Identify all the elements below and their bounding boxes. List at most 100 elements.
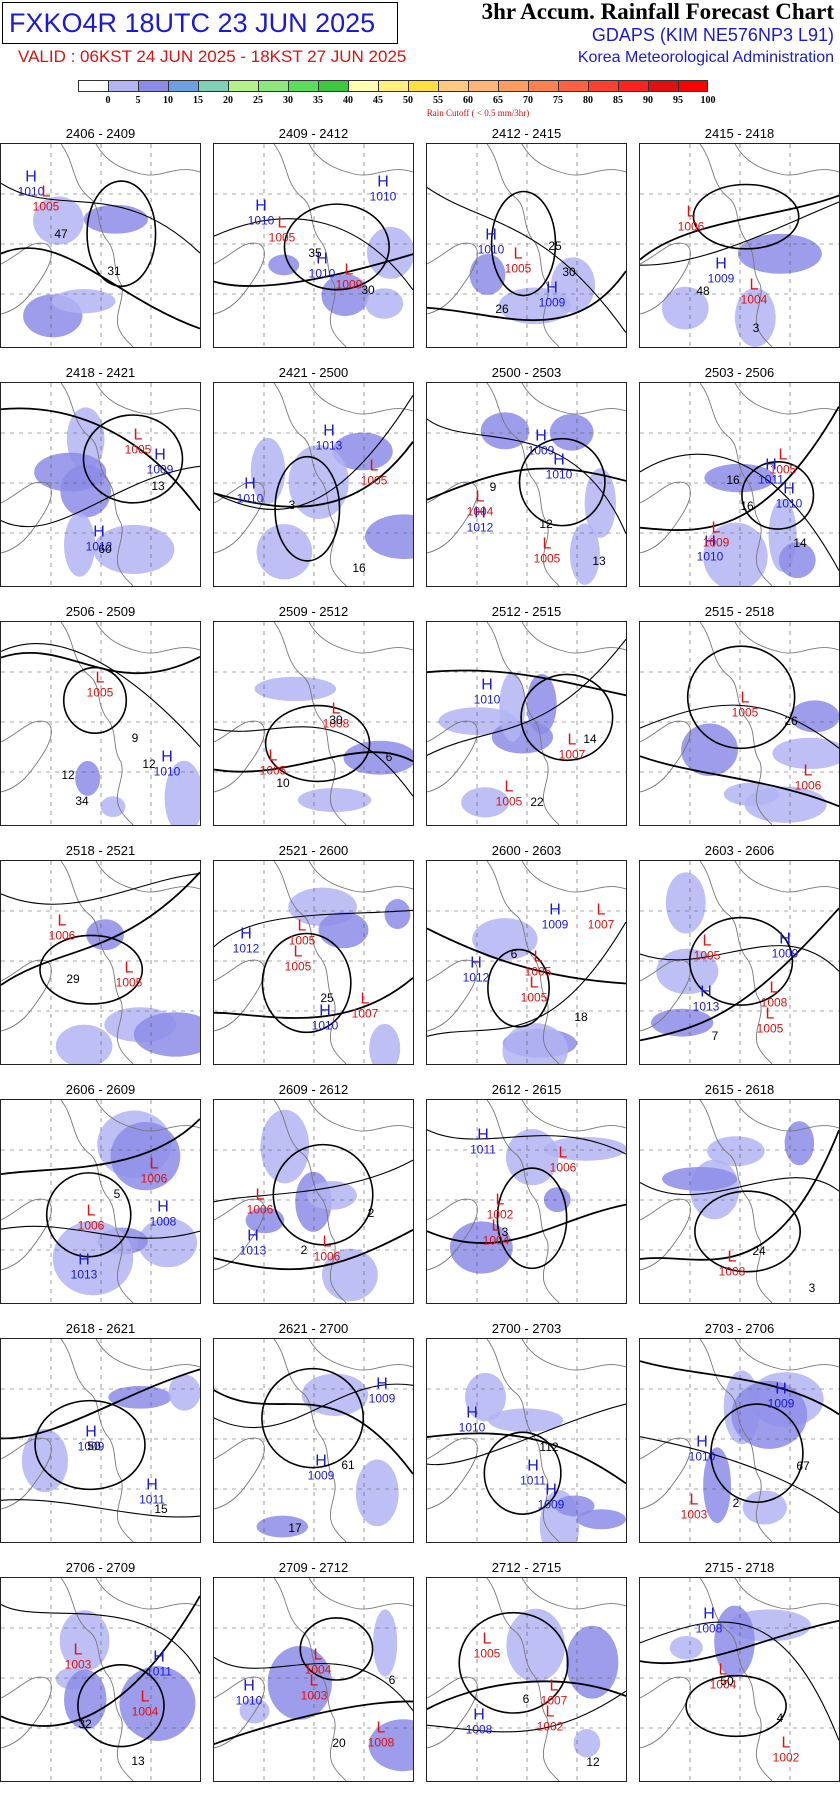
map-drawing	[1, 383, 200, 586]
high-pressure-value: 1009	[771, 946, 799, 961]
high-pressure-value: 1010	[153, 764, 181, 779]
map-drawing	[427, 622, 626, 825]
low-pressure-label: L 1004	[741, 277, 768, 307]
legend-label: 5	[135, 95, 141, 106]
high-pressure-value: 1012	[232, 941, 260, 956]
map-drawing	[640, 383, 839, 586]
low-symbol: L	[533, 948, 543, 966]
map-drawing	[427, 1578, 626, 1781]
max-rainfall-value: 3	[501, 1225, 509, 1239]
coastline	[214, 622, 413, 825]
max-rainfall-value: 24	[752, 1244, 766, 1258]
rain-area	[55, 1024, 113, 1064]
low-pressure-label: L 1005	[474, 1631, 501, 1661]
forecast-panel: 2603 - 2606 H 1009 H 1013 L 1005 L 1005 L 1008 7	[639, 843, 840, 1065]
rain-area	[318, 911, 369, 949]
isobar	[427, 1129, 626, 1155]
low-pressure-value: 1005	[520, 990, 548, 1005]
high-pressure-label: H 1010	[237, 476, 264, 506]
coastline	[1, 861, 200, 1064]
legend-label: 75	[553, 95, 563, 106]
high-pressure-label: H 1012	[466, 505, 494, 535]
high-symbol: H	[779, 930, 791, 948]
low-pressure-label: L 1006	[795, 763, 822, 793]
rain-area	[465, 1372, 506, 1422]
rain-area	[75, 760, 101, 796]
high-pressure-value: 1012	[466, 520, 494, 535]
high-pressure-label: H 1012	[86, 524, 113, 554]
rain-area	[498, 287, 571, 325]
isobar	[427, 1680, 626, 1710]
isobar	[640, 704, 839, 749]
rain-area	[549, 414, 594, 451]
forecast-panel: 2709 - 2712 H 1010 L 1003 L 1008 L 1004 20 6	[213, 1560, 414, 1782]
high-pressure-value: 1010	[369, 189, 397, 204]
map-drawing	[640, 1339, 839, 1542]
high-pressure-label: H 1009	[528, 428, 555, 458]
isobar	[214, 751, 413, 773]
high-pressure-label: H 1010	[369, 174, 397, 204]
low-pressure-label: L 1005	[757, 1006, 784, 1036]
forecast-map: H 1009 H 1011 15 50	[0, 1338, 201, 1543]
panel-time-range: 2412 - 2415	[491, 126, 562, 141]
rain-area	[665, 872, 706, 934]
isobar-closed	[518, 437, 606, 527]
high-symbol: H	[485, 226, 497, 244]
coastline	[427, 622, 626, 825]
high-pressure-value: 1010	[308, 266, 336, 281]
map-drawing	[214, 144, 413, 347]
low-pressure-label: L 1005	[116, 960, 143, 990]
max-rainfall-value: 12	[586, 1755, 600, 1769]
rain-area	[369, 1023, 401, 1064]
low-pressure-label: L 1002	[487, 1191, 514, 1222]
rain-area	[681, 723, 738, 776]
high-symbol: H	[715, 255, 727, 273]
map-drawing	[1, 144, 200, 347]
panel-time-range: 2500 - 2503	[491, 365, 562, 380]
low-pressure-label: L 1004	[132, 1689, 159, 1719]
low-pressure-value: 1004	[709, 1677, 737, 1692]
isobar	[214, 1383, 413, 1429]
high-pressure-value: 1009	[77, 1439, 105, 1454]
high-symbol: H	[146, 1476, 158, 1494]
high-symbol: H	[315, 1452, 327, 1470]
low-symbol: L	[369, 457, 379, 475]
isobar	[1, 1225, 200, 1239]
low-symbol: L	[41, 183, 51, 201]
low-pressure-label: L 1008	[323, 701, 350, 731]
panel-time-range: 2518 - 2521	[65, 843, 136, 858]
high-symbol: H	[696, 1433, 708, 1451]
low-symbol: L	[495, 1191, 505, 1209]
isobar	[640, 1436, 839, 1514]
max-rainfall-value: 25	[548, 239, 562, 253]
map-drawing	[427, 1339, 626, 1542]
max-rainfall-value: 3	[288, 498, 296, 512]
forecast-map: H 1008 L 1002 L 1005 L 1007 12 6	[426, 1577, 627, 1782]
legend-swatch	[288, 80, 318, 92]
forecast-map: H 1010 H 1012 H 1009 L 1004 L 1005 9 12 13	[426, 382, 627, 587]
high-symbol: H	[553, 451, 565, 469]
panel-time-range: 2618 - 2621	[65, 1321, 136, 1336]
low-pressure-label: L 1005	[125, 426, 152, 457]
high-symbol: H	[78, 1251, 90, 1269]
rain-area	[108, 1385, 172, 1409]
low-symbol: L	[313, 1646, 323, 1664]
isobar-closed	[487, 948, 550, 1028]
high-pressure-value: 1009	[767, 1396, 795, 1411]
model-name: GDAPS (KIM NE576NP3 L91)	[591, 25, 834, 45]
low-symbol: L	[718, 1661, 728, 1679]
forecast-map: H 1008 L 1002 L 1004 50 4	[639, 1577, 840, 1782]
max-rainfall-value: 2	[367, 1206, 375, 1220]
legend-label: 50	[403, 95, 413, 106]
high-symbol: H	[323, 422, 335, 440]
high-pressure-label: H 1013	[316, 422, 343, 453]
max-rainfall-value: 13	[151, 479, 165, 493]
rain-area	[723, 782, 779, 806]
forecast-map: H 1009 H 1012 L 1005 L 1007 L 1005 18 6	[426, 860, 627, 1065]
high-pressure-value: 1010	[473, 692, 501, 707]
low-symbol: L	[133, 426, 143, 444]
coastline	[640, 383, 839, 586]
isobar	[214, 1700, 413, 1746]
high-symbol: H	[153, 1648, 165, 1666]
isobar	[427, 669, 626, 697]
